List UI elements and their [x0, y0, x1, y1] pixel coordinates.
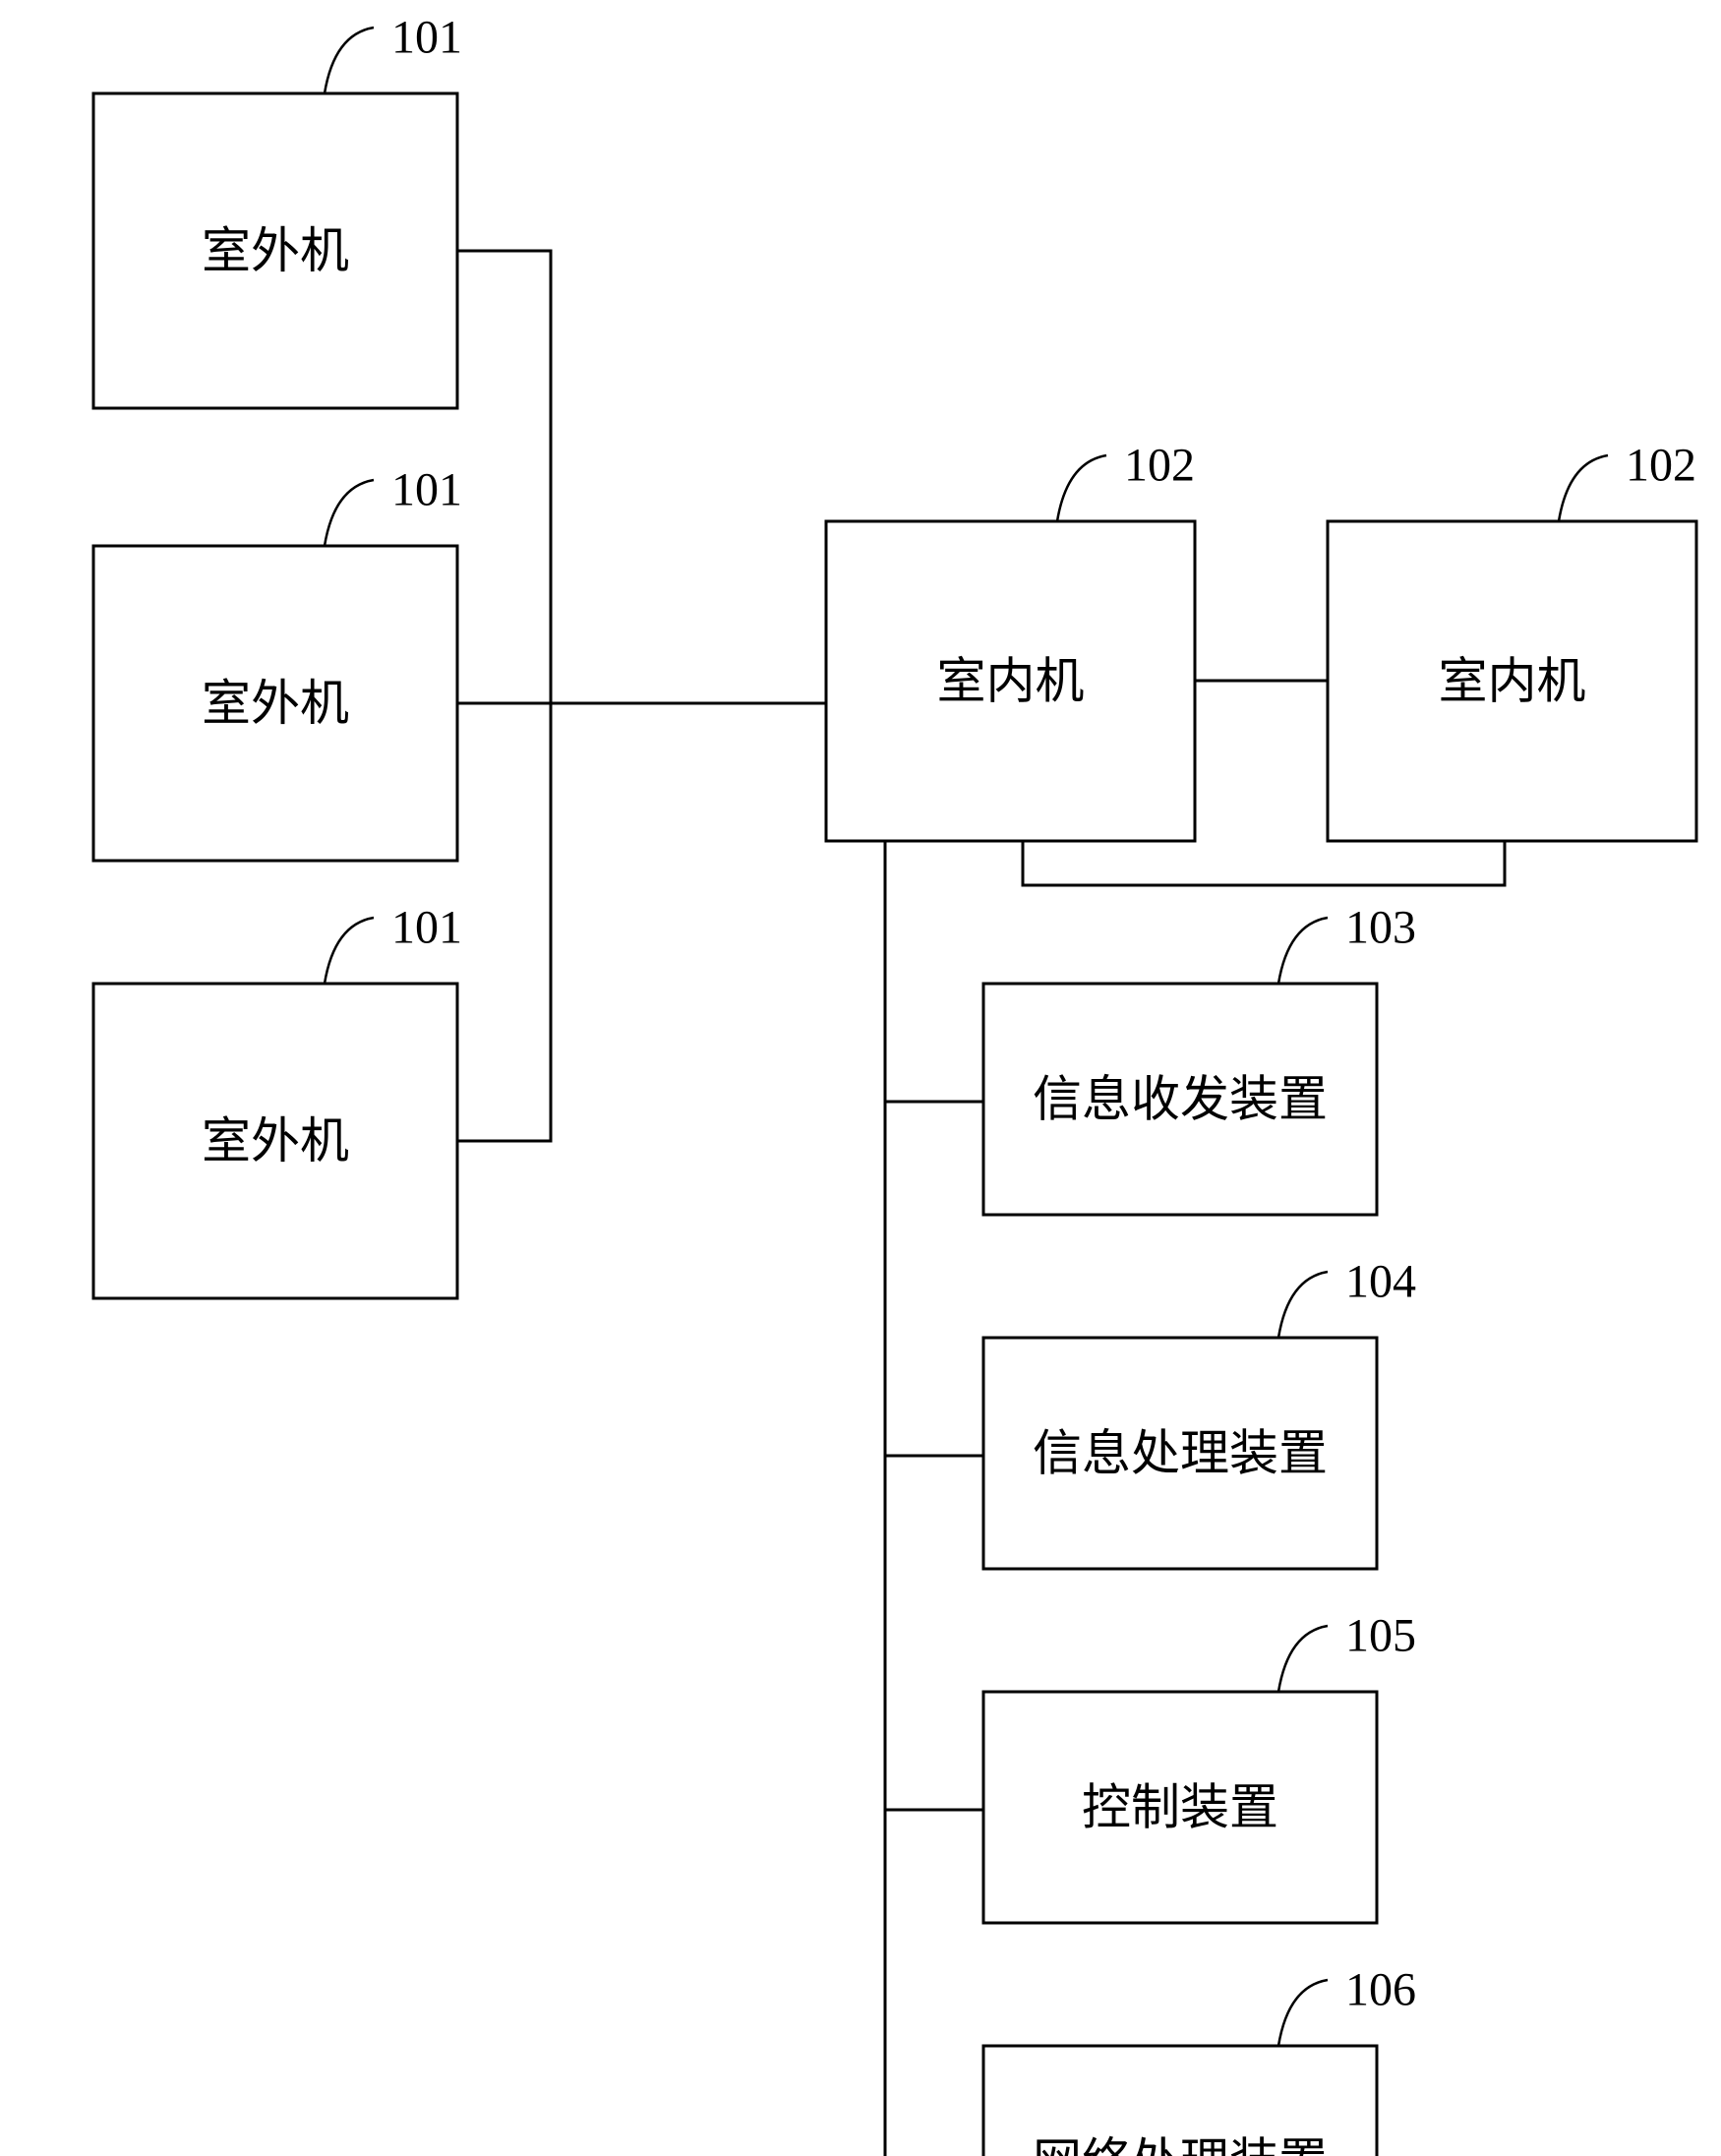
leader-n102b [1559, 455, 1608, 521]
node-id-n105: 105 [1345, 1610, 1416, 1662]
node-label-n102b: 室内机 [1439, 654, 1586, 709]
leader-n105 [1278, 1626, 1328, 1692]
node-label-n102a: 室内机 [937, 654, 1085, 709]
node-id-n101a: 101 [391, 12, 462, 64]
node-n106: 网络处理装置 106 [983, 1964, 1416, 2156]
connector-7 [885, 1456, 983, 1810]
node-id-n101b: 101 [391, 464, 462, 516]
node-label-n101b: 室外机 [202, 676, 349, 731]
node-label-n104: 信息处理装置 [1033, 1426, 1328, 1481]
node-id-n103: 103 [1345, 902, 1416, 954]
leader-n101a [325, 28, 374, 93]
connector-2 [457, 703, 551, 1141]
node-n101b: 室外机 101 [93, 464, 462, 862]
leader-n104 [1278, 1272, 1328, 1338]
node-n102a: 室内机 102 [826, 440, 1195, 842]
node-label-n103: 信息收发装置 [1033, 1072, 1328, 1127]
connector-4 [1023, 841, 1505, 885]
connector-8 [885, 1810, 983, 2156]
leader-n103 [1278, 918, 1328, 984]
node-n103: 信息收发装置 103 [983, 902, 1416, 1216]
node-label-n101c: 室外机 [202, 1113, 349, 1168]
node-n105: 控制装置 105 [983, 1610, 1416, 1924]
node-id-n106: 106 [1345, 1964, 1416, 2016]
diagram-canvas: 室外机101室外机101室外机101室内机102室内机102信息收发装置103信… [0, 0, 1721, 2156]
node-id-n102b: 102 [1626, 440, 1696, 492]
node-label-n105: 控制装置 [1082, 1780, 1278, 1835]
node-n101c: 室外机 101 [93, 902, 462, 1299]
node-n101a: 室外机 101 [93, 12, 462, 409]
node-n102b: 室内机 102 [1328, 440, 1696, 842]
node-label-n101a: 室外机 [202, 223, 349, 278]
leader-n101c [325, 918, 374, 984]
connector-6 [885, 1102, 983, 1456]
connector-5 [885, 841, 983, 1102]
node-id-n101c: 101 [391, 902, 462, 954]
connector-0 [457, 251, 551, 703]
leader-n102a [1057, 455, 1106, 521]
node-label-n106: 网络处理装置 [1033, 2134, 1328, 2156]
leader-n101b [325, 480, 374, 546]
node-id-n102a: 102 [1124, 440, 1195, 492]
node-id-n104: 104 [1345, 1256, 1416, 1308]
leader-n106 [1278, 1980, 1328, 2046]
node-n104: 信息处理装置 104 [983, 1256, 1416, 1570]
